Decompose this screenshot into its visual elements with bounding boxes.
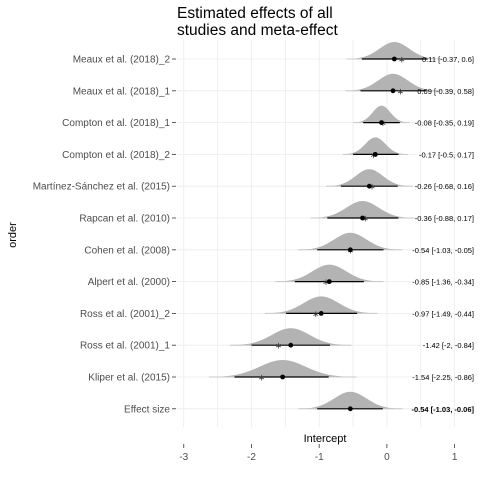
estimate-point: [288, 342, 294, 348]
estimate-point: [318, 311, 324, 316]
estimate-point: [347, 247, 353, 253]
density-curve: [298, 391, 403, 409]
plot-area: ∗ Meaux et al. (2018)_2 0.11 [-0.37, 0.6] ∗…: [33, 40, 475, 463]
estimate-point: [360, 215, 365, 221]
study-label: Compton et al. (2018)_2: [62, 150, 170, 161]
x-tick-label: -1: [315, 452, 324, 463]
interval-label: -0.97 [-1.49, -0.44]: [412, 309, 474, 318]
observed-effect-marker: ∗: [397, 86, 405, 96]
interval-label: -0.54 [-1.03, -0.06]: [411, 405, 474, 414]
density-curve: [264, 296, 378, 314]
observed-effect-marker: ∗: [322, 277, 330, 287]
study-label: Martínez-Sánchez et al. (2015): [33, 182, 170, 193]
density-curve: [310, 201, 415, 218]
observed-effect-marker: ∗: [368, 182, 376, 192]
density-curve: [342, 137, 408, 155]
study-label: Kliper et al. (2015): [88, 373, 170, 384]
observed-effect-marker: ∗: [361, 214, 369, 224]
estimate-point: [347, 406, 353, 412]
density-curve: [325, 169, 413, 187]
study-label: Effect size: [124, 404, 170, 415]
x-tick-label: -2: [247, 452, 256, 463]
x-axis-title: Intercept: [304, 433, 347, 445]
observed-effect-marker: ∗: [398, 55, 406, 65]
y-axis-title: order: [7, 222, 19, 248]
interval-label: -0.26 [-0.68, 0.16]: [415, 182, 474, 191]
study-label: Ross et al. (2001)_2: [80, 309, 170, 320]
study-label: Meaux et al. (2018)_1: [73, 86, 171, 97]
interval-label: -0.54 [-1.03, -0.05]: [412, 246, 474, 255]
estimate-point: [326, 279, 332, 284]
density-curve: [230, 328, 352, 346]
interval-label: -0.36 [-0.88, 0.17]: [415, 214, 474, 223]
study-label: Ross et al. (2001)_1: [80, 341, 170, 352]
observed-effect-marker: ∗: [275, 341, 283, 351]
study-label: Rapcan et al. (2010): [79, 214, 170, 225]
estimate-point: [366, 183, 372, 189]
observed-effect-marker: ∗: [258, 373, 266, 383]
density-curve: [346, 42, 443, 59]
chart-title-line-2: studies and meta-effect: [177, 22, 339, 39]
chart-title-line-1: Estimated effects of all: [177, 5, 333, 22]
estimate-point: [391, 56, 397, 62]
estimate-point: [280, 374, 286, 380]
study-label: Cohen et al. (2008): [84, 245, 170, 256]
interval-label: -0.85 [-1.36, -0.34]: [412, 278, 474, 287]
interval-label: -0.17 [-0.5, 0.17]: [419, 150, 474, 159]
x-tick-label: -3: [179, 452, 188, 463]
study-label: Meaux et al. (2018)_2: [73, 55, 171, 66]
estimate-point: [372, 152, 378, 157]
density-curve: [298, 232, 403, 250]
x-tick-label: 1: [452, 452, 458, 463]
estimate-point: [390, 88, 396, 94]
interval-label: -1.42 [-2, -0.84]: [423, 341, 474, 350]
study-label: Alpert et al. (2000): [88, 277, 170, 288]
density-curve: [208, 360, 357, 377]
density-curve: [345, 73, 441, 91]
study-label: Compton et al. (2018)_1: [62, 118, 170, 129]
x-tick-label: 0: [384, 452, 390, 463]
interval-label: -0.08 [-0.35, 0.19]: [415, 119, 474, 128]
observed-effect-marker: ∗: [312, 309, 320, 319]
density-curve: [275, 264, 384, 282]
density-curve: [353, 105, 410, 123]
interval-label: 0.09 [-0.39, 0.58]: [417, 87, 474, 96]
interval-label: 0.11 [-0.37, 0.6]: [422, 55, 474, 64]
estimate-point: [379, 120, 384, 125]
interval-label: -1.54 [-2.25, -0.86]: [412, 373, 474, 382]
